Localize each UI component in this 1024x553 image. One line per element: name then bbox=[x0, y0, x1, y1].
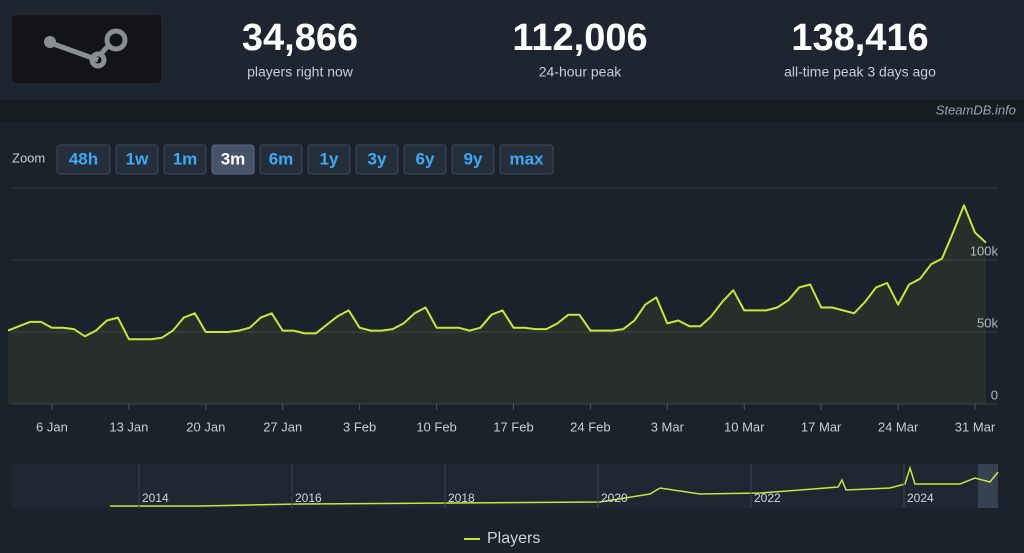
zoom-button-label: 1w bbox=[126, 149, 149, 168]
zoom-button-label: 48h bbox=[69, 149, 98, 168]
source: SteamDB.info bbox=[936, 102, 1016, 117]
navigator-label: 2024 bbox=[907, 491, 934, 505]
x-tick-label: 24 Mar bbox=[878, 419, 919, 434]
line bbox=[7, 204, 987, 341]
navigator-label: 2022 bbox=[754, 491, 781, 505]
app-icon bbox=[12, 15, 161, 83]
stat-label: 24-hour peak bbox=[539, 64, 623, 80]
x-tick-label: 10 Mar bbox=[724, 419, 765, 434]
y-tick-label: 100k bbox=[970, 243, 999, 258]
x-tick-label: 17 Mar bbox=[801, 419, 842, 434]
x-tick-label: 31 Mar bbox=[955, 419, 996, 434]
legend-label[interactable]: Players bbox=[487, 530, 540, 547]
zoom-button-label: 3m bbox=[221, 149, 246, 168]
zoom-label: Zoom bbox=[12, 150, 45, 165]
y-tick-label: 50k bbox=[977, 315, 998, 330]
y-tick-label: 0 bbox=[991, 387, 998, 402]
stat-label: players right now bbox=[247, 64, 354, 80]
source-strip bbox=[0, 100, 1024, 122]
stat-label: all-time peak 3 days ago bbox=[784, 64, 936, 80]
zoom-button-label: 3y bbox=[368, 149, 387, 168]
x-tick-label: 3 Feb bbox=[343, 419, 376, 434]
navigator-label: 2016 bbox=[295, 491, 322, 505]
zoom-button-label: 1m bbox=[173, 149, 198, 168]
x-tick-label: 27 Jan bbox=[263, 419, 302, 434]
navigator-line bbox=[110, 465, 999, 507]
zoom-button[interactable] bbox=[499, 144, 554, 175]
zoom-button-label: 9y bbox=[464, 149, 483, 168]
navigator bbox=[12, 464, 998, 508]
zoom-button-label: 6m bbox=[269, 149, 294, 168]
zoom-button-label: 1y bbox=[320, 149, 339, 168]
header bbox=[0, 0, 1024, 100]
zoom-button[interactable] bbox=[115, 144, 159, 175]
x-tick-label: 10 Feb bbox=[416, 419, 456, 434]
zoom-button[interactable] bbox=[307, 144, 351, 175]
navigator-label: 2020 bbox=[601, 491, 628, 505]
x-tick-label: 6 Jan bbox=[36, 419, 68, 434]
zoom-button[interactable] bbox=[56, 144, 111, 175]
x-tick-label: 13 Jan bbox=[109, 419, 148, 434]
area bbox=[8, 205, 986, 404]
stat-value: 34,866 bbox=[242, 17, 358, 59]
zoom-button[interactable] bbox=[211, 144, 255, 175]
navigator-selection[interactable] bbox=[978, 464, 998, 508]
x-tick-label: 24 Feb bbox=[570, 419, 610, 434]
x-tick-label: 17 Feb bbox=[493, 419, 533, 434]
steam-logo-dot bbox=[44, 36, 56, 48]
x-tick-label: 20 Jan bbox=[186, 419, 225, 434]
zoom-button[interactable] bbox=[163, 144, 207, 175]
navigator-label: 2018 bbox=[448, 491, 475, 505]
zoom-button-label: max bbox=[509, 149, 544, 168]
stat-value: 112,006 bbox=[512, 17, 647, 59]
navigator-label: 2014 bbox=[142, 491, 169, 505]
zoom-button[interactable] bbox=[451, 144, 495, 175]
zoom-button[interactable] bbox=[259, 144, 303, 175]
steam-logo bbox=[47, 28, 128, 69]
zoom-button[interactable] bbox=[355, 144, 399, 175]
zoom-button-label: 6y bbox=[416, 149, 435, 168]
stat-value: 138,416 bbox=[791, 17, 928, 59]
x-tick-label: 3 Mar bbox=[651, 419, 685, 434]
zoom-button[interactable] bbox=[403, 144, 447, 175]
